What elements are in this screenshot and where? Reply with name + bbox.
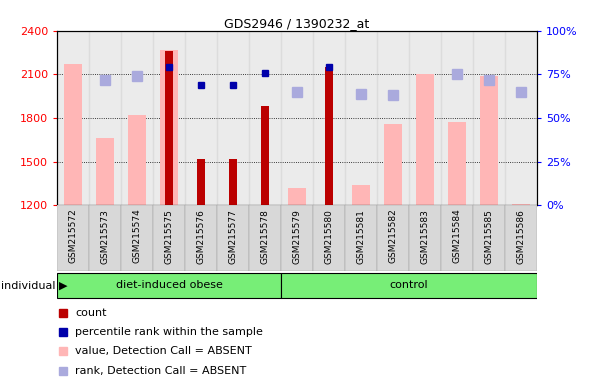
Bar xyxy=(480,76,498,205)
Bar xyxy=(288,188,306,205)
Bar xyxy=(409,205,441,271)
Text: GSM215584: GSM215584 xyxy=(452,209,461,263)
Text: individual ▶: individual ▶ xyxy=(1,280,67,290)
Text: diet-induced obese: diet-induced obese xyxy=(116,280,223,290)
Bar xyxy=(352,185,370,205)
Bar xyxy=(217,31,249,205)
Bar xyxy=(345,205,377,271)
Bar xyxy=(473,31,505,205)
Text: percentile rank within the sample: percentile rank within the sample xyxy=(76,327,263,337)
Bar xyxy=(89,31,121,205)
Text: GSM215582: GSM215582 xyxy=(389,209,398,263)
Text: GSM215574: GSM215574 xyxy=(133,209,142,263)
Bar xyxy=(325,67,333,205)
Bar xyxy=(153,31,185,205)
Bar xyxy=(384,124,402,205)
Bar xyxy=(345,31,377,205)
Bar xyxy=(217,205,249,271)
Bar xyxy=(121,31,153,205)
Text: count: count xyxy=(76,308,107,318)
Text: GSM215573: GSM215573 xyxy=(101,209,110,263)
Bar xyxy=(281,205,313,271)
Bar xyxy=(281,273,537,298)
Text: GSM215572: GSM215572 xyxy=(68,209,77,263)
Bar xyxy=(512,204,530,205)
Text: GSM215578: GSM215578 xyxy=(260,209,269,263)
Bar xyxy=(96,139,114,205)
Bar xyxy=(377,205,409,271)
Bar xyxy=(448,122,466,205)
Text: GSM215580: GSM215580 xyxy=(325,209,334,263)
Bar xyxy=(313,205,345,271)
Bar xyxy=(185,205,217,271)
Bar xyxy=(57,205,89,271)
Text: GSM215585: GSM215585 xyxy=(485,209,493,263)
Bar xyxy=(57,273,281,298)
Bar xyxy=(313,31,345,205)
Bar xyxy=(505,31,537,205)
Bar xyxy=(160,50,178,205)
Bar xyxy=(473,205,505,271)
Bar xyxy=(153,205,185,271)
Bar xyxy=(197,159,205,205)
Text: GSM215586: GSM215586 xyxy=(517,209,526,263)
Bar xyxy=(128,115,146,205)
Bar xyxy=(377,31,409,205)
Bar xyxy=(261,106,269,205)
Bar xyxy=(249,205,281,271)
Bar xyxy=(441,205,473,271)
Bar xyxy=(441,31,473,205)
Bar xyxy=(416,74,434,205)
Text: GSM215581: GSM215581 xyxy=(356,209,365,263)
Bar xyxy=(57,31,89,205)
Bar xyxy=(89,205,121,271)
Bar xyxy=(505,205,537,271)
Text: GSM215575: GSM215575 xyxy=(164,209,173,263)
Bar xyxy=(249,31,281,205)
Title: GDS2946 / 1390232_at: GDS2946 / 1390232_at xyxy=(224,17,370,30)
Bar xyxy=(165,51,173,205)
Bar xyxy=(281,31,313,205)
Text: rank, Detection Call = ABSENT: rank, Detection Call = ABSENT xyxy=(76,366,247,376)
Text: value, Detection Call = ABSENT: value, Detection Call = ABSENT xyxy=(76,346,252,356)
Bar xyxy=(185,31,217,205)
Text: GSM215576: GSM215576 xyxy=(197,209,205,263)
Text: control: control xyxy=(389,280,428,290)
Bar xyxy=(64,64,82,205)
Text: GSM215577: GSM215577 xyxy=(229,209,238,263)
Text: GSM215583: GSM215583 xyxy=(421,209,430,263)
Bar xyxy=(409,31,441,205)
Text: GSM215579: GSM215579 xyxy=(293,209,302,263)
Bar xyxy=(121,205,153,271)
Bar xyxy=(229,159,237,205)
